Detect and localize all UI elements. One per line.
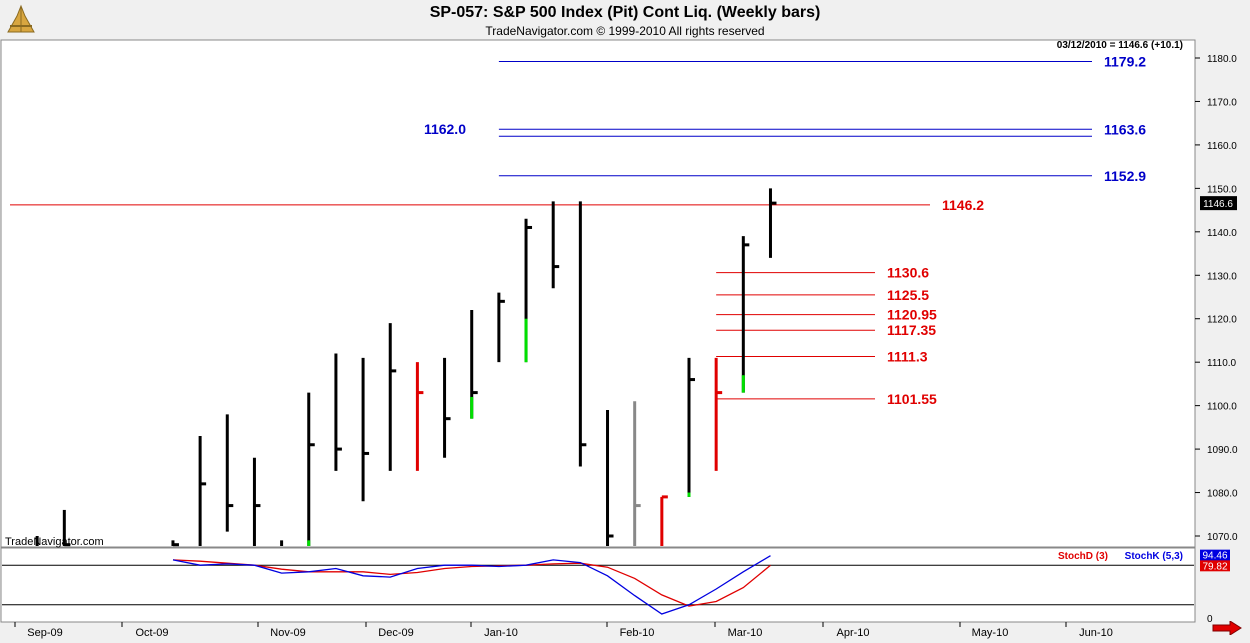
- x-tick-label: Feb-10: [620, 627, 655, 639]
- y-tick-label: 1150.0: [1207, 184, 1237, 195]
- red-level-label: 1117.35: [887, 322, 936, 338]
- x-tick-label: Oct-09: [135, 627, 168, 639]
- y-tick-label: 1130.0: [1207, 271, 1237, 282]
- y-tick-label: 1120.0: [1207, 315, 1237, 326]
- y-tick-label: 1160.0: [1207, 141, 1237, 152]
- blue-level-label: 1152.9: [1104, 168, 1146, 184]
- x-tick-label: Jun-10: [1079, 627, 1113, 639]
- y-tick-label: 1180.0: [1207, 54, 1237, 65]
- blue-level-label: 1162.0: [424, 121, 466, 137]
- red-level-label: 1111.3: [887, 349, 928, 365]
- x-tick-label: May-10: [972, 627, 1009, 639]
- header-readout: 03/12/2010 = 1146.6 (+10.1): [1057, 40, 1183, 51]
- y-tick-label: 1090.0: [1207, 445, 1238, 456]
- stoch-k-line: [172, 555, 771, 615]
- x-tick-label: Jan-10: [484, 627, 518, 639]
- x-tick-label: Nov-09: [270, 627, 305, 639]
- indicator-panel: [0, 547, 1196, 623]
- stoch-k-value-box: [1200, 549, 1230, 561]
- red-level-label: 1130.6: [887, 265, 929, 281]
- y-tick-label: 1100.0: [1207, 402, 1237, 413]
- x-tick-label: Apr-10: [836, 627, 869, 639]
- last-price-box: [1200, 196, 1237, 211]
- y-tick-label: 1070.0: [1207, 532, 1238, 543]
- stoch-d-value: 79.82: [1202, 561, 1227, 572]
- stoch-axis-label: 0: [1207, 614, 1213, 625]
- stoch-k-legend: StochK (5,3): [1125, 551, 1183, 562]
- stoch-k-value: 94.46: [1202, 551, 1227, 562]
- red-level-label: 1101.55: [887, 391, 937, 407]
- stoch-d-value-box: [1200, 560, 1230, 572]
- blue-level-label: 1163.6: [1104, 121, 1146, 137]
- last-price-label: 1146.6: [1203, 199, 1233, 210]
- stoch-d-line: [172, 559, 771, 607]
- y-tick-label: 1080.0: [1207, 489, 1238, 500]
- y-tick-label: 1170.0: [1207, 97, 1237, 108]
- watermark: TradeNavigator.com: [5, 536, 104, 548]
- x-tick-label: Mar-10: [728, 627, 763, 639]
- blue-level-label: 1179.2: [1104, 53, 1146, 69]
- trade-navigator-logo-icon: [6, 4, 36, 36]
- scroll-right-arrow-icon[interactable]: [1212, 620, 1242, 640]
- red-level-label: 1146.2: [942, 197, 984, 213]
- x-tick-label: Dec-09: [378, 627, 413, 639]
- chart-subtitle: TradeNavigator.com © 1999-2010 All right…: [485, 24, 765, 38]
- red-level-label: 1125.5: [887, 287, 929, 303]
- y-tick-label: 1110.0: [1207, 358, 1237, 369]
- y-tick-label: 1140.0: [1207, 228, 1237, 239]
- x-tick-label: Sep-09: [27, 627, 62, 639]
- red-level-label: 1120.95: [887, 307, 937, 323]
- stoch-d-legend: StochD (3): [1058, 551, 1108, 562]
- price-panel: [0, 39, 1196, 548]
- chart-title: SP-057: S&P 500 Index (Pit) Cont Liq. (W…: [429, 4, 821, 21]
